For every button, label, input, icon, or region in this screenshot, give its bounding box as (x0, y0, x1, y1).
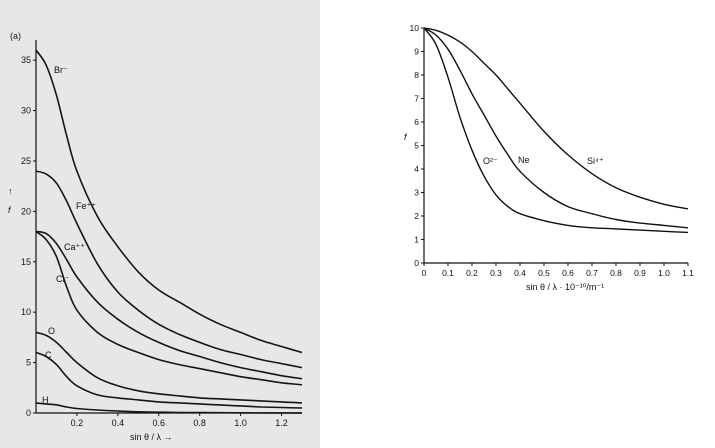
series-label-fe-plus-plus: Fe⁺⁺ (76, 201, 96, 211)
chart-a-y-axis-title: f (8, 205, 12, 215)
x-tick-label: 0.9 (634, 268, 646, 278)
y-tick-label: 2 (414, 211, 419, 221)
y-tick-label: 0 (26, 408, 31, 418)
y-tick-label: 6 (414, 117, 419, 127)
y-tick-label: 8 (414, 70, 419, 80)
x-tick-label: 0.2 (466, 268, 478, 278)
series-line-o (35, 331, 303, 404)
y-tick-label: 10 (410, 23, 420, 33)
y-tick-label: 5 (414, 141, 419, 151)
chart-a-y-axis-arrow: ↑ (8, 186, 13, 196)
x-tick-label: 1.0 (234, 418, 247, 428)
x-tick-label: 0.8 (610, 268, 622, 278)
y-tick-label: 15 (21, 257, 31, 267)
series-line-br-minus (35, 49, 303, 354)
series-line-c (35, 351, 303, 409)
chart-b-curves (423, 27, 689, 234)
y-tick-label: 7 (414, 94, 419, 104)
x-tick-label: 1.0 (658, 268, 670, 278)
y-tick-label: 5 (26, 358, 31, 368)
series-label-o: O (48, 326, 55, 336)
y-tick-label: 10 (21, 307, 31, 317)
x-tick-label: 0.3 (490, 268, 502, 278)
y-tick-label: 4 (414, 164, 419, 174)
chart-scattering-factors-ions: (a) 0 5 10 15 20 25 30 35 0.2 0.4 0.6 0.8 1.0 1.2 Br⁻… (8, 31, 303, 442)
x-tick-label: 1.2 (275, 418, 288, 428)
series-label-cl-minus: Cl⁻ (56, 274, 69, 284)
series-label-h: H (42, 395, 49, 405)
y-tick-label: 9 (414, 47, 419, 57)
series-line-o2-minus (423, 27, 689, 234)
chart-b-ticks: 0 1 2 3 4 5 6 7 8 9 10 0 0.1 0.2 0.3 0.4 0.5 0.6 0.7 0.8 0.9… (410, 23, 695, 278)
chart-scattering-factors-isoelectronic: 0 1 2 3 4 5 6 7 8 9 10 0 0.1 0.2 0.3 0.4 0.5 0.6 0.7 0.8 0.9… (404, 23, 694, 292)
chart-b-series-labels: O²⁻ Ne Si⁴⁺ (483, 155, 604, 166)
series-line-ca-plus-plus (35, 230, 303, 380)
series-label-br-minus: Br⁻ (54, 65, 68, 75)
chart-a-x-axis-title: sin θ / λ → (130, 432, 173, 442)
y-tick-label: 20 (21, 206, 31, 216)
y-tick-label: 25 (21, 156, 31, 166)
series-line-h (35, 402, 303, 414)
series-label-o2-minus: O²⁻ (483, 156, 498, 166)
x-tick-label: 0.4 (514, 268, 526, 278)
y-tick-label: 1 (414, 235, 419, 245)
chart-b-x-axis-title: sin θ / λ · 10⁻¹⁰/m⁻¹ (526, 282, 604, 292)
series-line-cl-minus (35, 230, 303, 386)
x-tick-label: 0 (422, 268, 427, 278)
x-tick-label: 0.8 (193, 418, 206, 428)
y-tick-label: 35 (21, 55, 31, 65)
x-tick-label: 0.6 (562, 268, 574, 278)
y-tick-label: 30 (21, 106, 31, 116)
chart-a-ticks: 0 5 10 15 20 25 30 35 0.2 0.4 0.6 0.8 1.0 1.2 (21, 55, 288, 428)
chart-a-curves (35, 49, 303, 414)
series-line-ne (423, 27, 689, 229)
x-tick-label: 0.4 (112, 418, 125, 428)
chart-a-series-labels: Br⁻ Fe⁺⁺ Ca⁺⁺ Cl⁻ O C H (42, 65, 96, 405)
series-label-c: C (45, 350, 52, 360)
panel-label: (a) (10, 31, 21, 41)
series-label-si4-plus: Si⁴⁺ (587, 156, 604, 166)
x-tick-label: 0.7 (586, 268, 598, 278)
series-line-si4-plus (423, 27, 689, 210)
x-tick-label: 0.5 (538, 268, 550, 278)
x-tick-label: 0.2 (71, 418, 84, 428)
series-line-fe-plus-plus (35, 170, 303, 369)
chart-b-y-axis-title: f (404, 132, 408, 142)
x-tick-label: 0.6 (153, 418, 166, 428)
x-tick-label: 1.1 (682, 268, 694, 278)
series-label-ne: Ne (518, 155, 530, 165)
y-tick-label: 0 (414, 258, 419, 268)
series-label-ca-plus-plus: Ca⁺⁺ (64, 242, 85, 252)
x-tick-label: 0.1 (442, 268, 454, 278)
y-tick-label: 3 (414, 188, 419, 198)
